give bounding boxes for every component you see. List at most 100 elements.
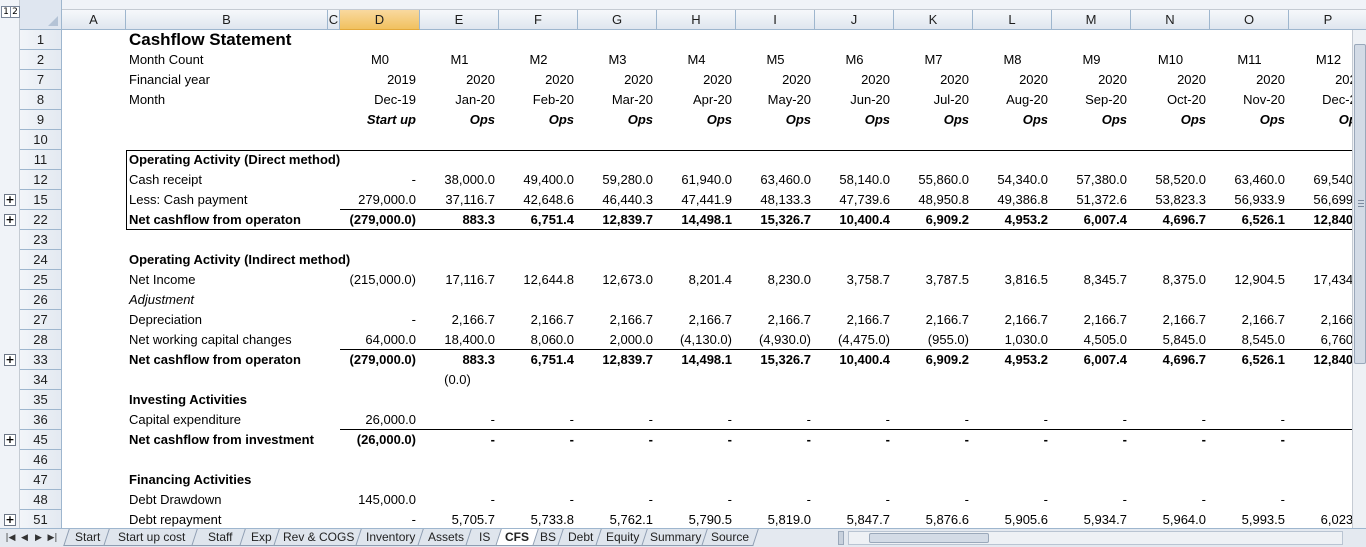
cell-g28[interactable]: 2,000.0 (609, 332, 653, 347)
cell-l36[interactable]: - (1043, 412, 1048, 427)
cell-i51[interactable]: 5,819.0 (767, 512, 811, 527)
column-header-m[interactable]: M (1052, 10, 1131, 30)
cell-p15[interactable]: 56,699.7 (1313, 192, 1352, 207)
cell-h28[interactable]: (4,130.0) (679, 332, 732, 347)
cell-j25[interactable]: 3,758.7 (846, 272, 890, 287)
cell-g2[interactable]: M3 (608, 52, 627, 67)
cell-o2[interactable]: M11 (1237, 52, 1262, 67)
cell-i12[interactable]: 63,460.0 (760, 172, 811, 187)
column-header-j[interactable]: J (815, 10, 894, 30)
cell-n27[interactable]: 2,166.7 (1162, 312, 1206, 327)
cell-l33[interactable]: 4,953.2 (1004, 352, 1048, 367)
row-header-48[interactable]: 48 (20, 490, 62, 510)
row-header-46[interactable]: 46 (20, 450, 62, 470)
expand-group-plus-icon[interactable]: + (4, 193, 16, 206)
cell-h15[interactable]: 47,441.9 (681, 192, 732, 207)
cell-o51[interactable]: 5,993.5 (1241, 512, 1285, 527)
cell-m45[interactable]: - (1122, 432, 1127, 447)
cell-d8[interactable]: Dec-19 (374, 92, 416, 107)
cell-d22[interactable]: (279,000.0) (349, 212, 417, 227)
row-label[interactable]: Cashflow Statement (129, 30, 292, 49)
row-header-34[interactable]: 34 (20, 370, 62, 390)
cell-m22[interactable]: 6,007.4 (1083, 212, 1127, 227)
cell-e12[interactable]: 38,000.0 (444, 172, 495, 187)
cell-j36[interactable]: - (885, 412, 890, 427)
row-label[interactable]: Capital expenditure (129, 412, 242, 427)
cell-o33[interactable]: 6,526.1 (1241, 352, 1285, 367)
row-header-2[interactable]: 2 (20, 50, 62, 70)
cell-e25[interactable]: 17,116.7 (445, 272, 495, 287)
cell-n15[interactable]: 53,823.3 (1155, 192, 1206, 207)
cell-j7[interactable]: 2020 (861, 72, 890, 87)
cell-m33[interactable]: 6,007.4 (1083, 352, 1127, 367)
horizontal-scroll-thumb[interactable] (869, 533, 989, 543)
cell-k51[interactable]: 5,876.6 (925, 512, 969, 527)
cell-g15[interactable]: 46,440.3 (602, 192, 653, 207)
row-label[interactable] (126, 450, 420, 470)
cell-i8[interactable]: May-20 (767, 92, 811, 107)
cell-g45[interactable]: - (648, 432, 653, 447)
column-header-i[interactable]: I (736, 10, 815, 30)
row-header-47[interactable]: 47 (20, 470, 62, 490)
row-header-24[interactable]: 24 (20, 250, 62, 270)
cell-g7[interactable]: 2020 (624, 72, 653, 87)
row-label[interactable]: Adjustment (129, 292, 195, 307)
cell-h7[interactable]: 2020 (703, 72, 732, 87)
row-header-9[interactable]: 9 (20, 110, 62, 130)
cell-n2[interactable]: M10 (1157, 52, 1184, 67)
row-label[interactable]: Net cashflow from operaton (129, 212, 301, 227)
row-header-11[interactable]: 11 (20, 150, 62, 170)
cell-p7[interactable]: 2020 (1335, 72, 1352, 87)
cell-i45[interactable]: - (806, 432, 811, 447)
cell-n25[interactable]: 8,375.0 (1162, 272, 1206, 287)
expand-group-plus-icon[interactable]: + (4, 433, 16, 446)
expand-group-plus-icon[interactable]: + (4, 353, 16, 366)
row-label[interactable]: Month Count (129, 52, 204, 67)
cell-k25[interactable]: 3,787.5 (925, 272, 969, 287)
cell-n12[interactable]: 58,520.0 (1155, 172, 1206, 187)
cell-f36[interactable]: - (569, 412, 574, 427)
cell-i22[interactable]: 15,326.7 (760, 212, 811, 227)
column-header-e[interactable]: E (420, 10, 499, 30)
cell-h8[interactable]: Apr-20 (692, 92, 732, 107)
cell-e33[interactable]: 883.3 (462, 352, 495, 367)
row-header-28[interactable]: 28 (20, 330, 62, 350)
cell-d33[interactable]: (279,000.0) (349, 352, 417, 367)
cell-m51[interactable]: 5,934.7 (1083, 512, 1127, 527)
cell-g8[interactable]: Mar-20 (611, 92, 653, 107)
cell-p28[interactable]: 6,760.0 (1320, 332, 1352, 347)
row-label[interactable]: Net working capital changes (129, 332, 292, 347)
column-header-b[interactable]: B (126, 10, 328, 30)
row-label[interactable]: Net Income (129, 272, 196, 287)
sheet-nav-button[interactable]: ◀ (21, 533, 28, 543)
cell-f25[interactable]: 12,644.8 (523, 272, 574, 287)
cell-j22[interactable]: 10,400.4 (839, 212, 890, 227)
cell-m15[interactable]: 51,372.6 (1076, 192, 1127, 207)
row-label[interactable]: Net cashflow from investment (129, 432, 314, 447)
cell-o28[interactable]: 8,545.0 (1241, 332, 1285, 347)
cell-k36[interactable]: - (964, 412, 969, 427)
cell-j8[interactable]: Jun-20 (850, 92, 890, 107)
row-header-25[interactable]: 25 (20, 270, 62, 290)
cell-i48[interactable]: - (806, 492, 811, 507)
cell-o45[interactable]: - (1280, 432, 1285, 447)
expand-group-plus-icon[interactable]: + (4, 513, 16, 526)
cell-k15[interactable]: 48,950.8 (918, 192, 969, 207)
cell-m28[interactable]: 4,505.0 (1083, 332, 1127, 347)
cell-j12[interactable]: 58,140.0 (839, 172, 890, 187)
cell-m8[interactable]: Sep-20 (1085, 92, 1127, 107)
cell-k28[interactable]: (955.0) (927, 332, 969, 347)
row-header-22[interactable]: 22 (20, 210, 62, 230)
cell-g25[interactable]: 12,673.0 (602, 272, 653, 287)
row-label[interactable] (126, 130, 420, 150)
cell-f2[interactable]: M2 (529, 52, 548, 67)
sheet-nav-button[interactable]: |◀ (5, 533, 16, 543)
cell-f15[interactable]: 42,648.6 (523, 192, 574, 207)
cell-l25[interactable]: 3,816.5 (1004, 272, 1048, 287)
cell-e15[interactable]: 37,116.7 (445, 192, 495, 207)
cell-d51[interactable]: - (411, 512, 416, 527)
cell-l51[interactable]: 5,905.6 (1004, 512, 1048, 527)
cell-n51[interactable]: 5,964.0 (1162, 512, 1206, 527)
cell-j33[interactable]: 10,400.4 (839, 352, 890, 367)
cell-j45[interactable]: - (885, 432, 890, 447)
